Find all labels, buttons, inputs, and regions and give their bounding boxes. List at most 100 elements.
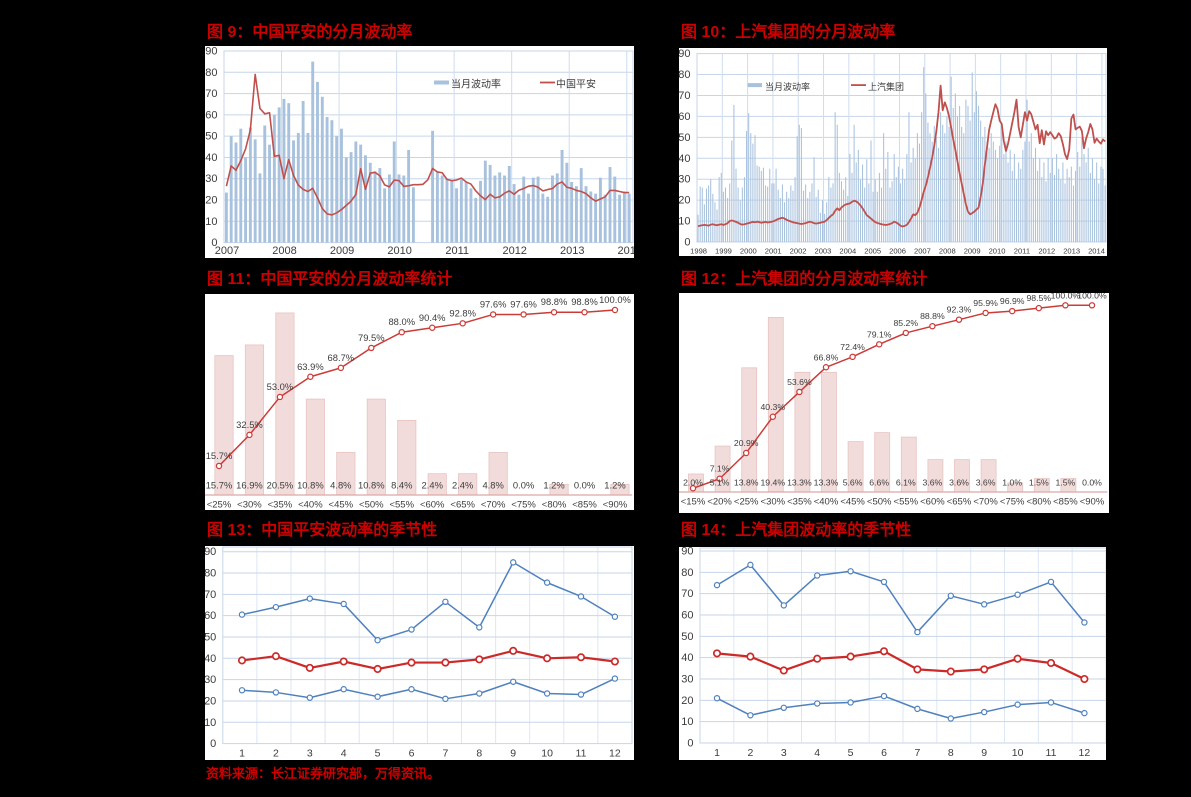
svg-text:2000: 2000: [740, 247, 757, 256]
svg-text:2010: 2010: [989, 247, 1006, 256]
svg-text:6: 6: [881, 747, 887, 759]
svg-text:<20%: <20%: [707, 497, 732, 508]
svg-text:98.8%: 98.8%: [571, 296, 598, 307]
svg-text:0.0%: 0.0%: [1082, 478, 1102, 488]
svg-text:98.5%: 98.5%: [1026, 293, 1051, 303]
svg-text:<70%: <70%: [481, 500, 506, 511]
svg-text:2005: 2005: [864, 247, 881, 256]
svg-text:6.6%: 6.6%: [869, 478, 889, 488]
svg-text:72.4%: 72.4%: [840, 342, 865, 352]
svg-text:2014: 2014: [618, 245, 634, 257]
svg-text:90: 90: [205, 546, 216, 558]
svg-text:40: 40: [205, 653, 216, 665]
svg-text:0: 0: [684, 237, 690, 249]
svg-text:3.6%: 3.6%: [976, 478, 996, 488]
svg-text:20: 20: [205, 195, 217, 207]
svg-text:97.6%: 97.6%: [480, 298, 507, 309]
svg-text:2.4%: 2.4%: [452, 480, 473, 491]
svg-text:10: 10: [1012, 747, 1024, 759]
svg-text:20: 20: [681, 695, 693, 707]
svg-text:<90%: <90%: [603, 500, 628, 511]
svg-text:60: 60: [681, 610, 693, 622]
svg-text:15.7%: 15.7%: [206, 480, 233, 491]
svg-text:80: 80: [681, 567, 693, 579]
svg-text:<65%: <65%: [947, 497, 972, 508]
svg-text:10: 10: [205, 216, 217, 228]
svg-text:20: 20: [205, 695, 216, 707]
svg-text:0.0%: 0.0%: [574, 480, 595, 491]
svg-text:90: 90: [681, 547, 693, 558]
svg-text:1: 1: [714, 747, 720, 759]
svg-text:5: 5: [375, 748, 381, 760]
svg-text:5.1%: 5.1%: [710, 478, 730, 488]
svg-text:32.5%: 32.5%: [236, 419, 263, 430]
svg-text:11: 11: [576, 748, 587, 760]
svg-text:2001: 2001: [765, 247, 782, 256]
svg-text:3: 3: [781, 747, 787, 759]
svg-text:40: 40: [205, 152, 217, 164]
svg-text:10.8%: 10.8%: [297, 480, 324, 491]
svg-text:2: 2: [273, 748, 279, 760]
svg-text:97.6%: 97.6%: [510, 298, 537, 309]
svg-text:90.4%: 90.4%: [419, 312, 446, 323]
svg-text:中国平安: 中国平安: [556, 78, 596, 91]
svg-text:10: 10: [541, 748, 553, 760]
svg-text:<75%: <75%: [511, 500, 536, 511]
svg-text:<65%: <65%: [450, 500, 475, 511]
svg-text:2.0%: 2.0%: [683, 478, 703, 488]
svg-text:<35%: <35%: [268, 500, 293, 511]
svg-text:<60%: <60%: [420, 500, 445, 511]
svg-text:79.1%: 79.1%: [867, 329, 892, 339]
svg-text:20: 20: [679, 195, 691, 207]
svg-text:50: 50: [681, 631, 693, 643]
svg-text:80: 80: [205, 568, 216, 580]
svg-text:40.3%: 40.3%: [760, 402, 785, 412]
svg-text:<80%: <80%: [1027, 497, 1052, 508]
svg-text:3.6%: 3.6%: [922, 478, 942, 488]
svg-text:70: 70: [681, 588, 693, 600]
svg-text:4.8%: 4.8%: [482, 480, 503, 491]
svg-text:1998: 1998: [690, 247, 707, 256]
svg-text:13.3%: 13.3%: [787, 478, 812, 488]
svg-text:1.5%: 1.5%: [1029, 478, 1049, 488]
svg-text:7.1%: 7.1%: [710, 464, 730, 474]
svg-text:40: 40: [679, 153, 691, 165]
svg-text:2009: 2009: [964, 247, 981, 256]
svg-text:<40%: <40%: [298, 500, 323, 511]
svg-text:11: 11: [1046, 747, 1057, 759]
svg-text:当月波动率: 当月波动率: [765, 81, 810, 92]
svg-text:2008: 2008: [272, 245, 296, 257]
svg-text:1.0%: 1.0%: [1002, 478, 1022, 488]
svg-text:13.8%: 13.8%: [734, 478, 759, 488]
svg-text:30: 30: [681, 674, 693, 686]
svg-text:7: 7: [442, 748, 448, 760]
svg-text:13.3%: 13.3%: [814, 478, 839, 488]
svg-text:20.5%: 20.5%: [267, 480, 294, 491]
svg-text:8: 8: [948, 747, 954, 759]
svg-text:当月波动率: 当月波动率: [451, 78, 501, 91]
svg-text:<30%: <30%: [237, 500, 262, 511]
svg-text:<80%: <80%: [542, 500, 567, 511]
svg-text:0.0%: 0.0%: [513, 480, 534, 491]
svg-text:2012: 2012: [1038, 247, 1055, 256]
svg-text:<85%: <85%: [572, 500, 597, 511]
svg-text:90: 90: [679, 48, 691, 60]
svg-text:上汽集团: 上汽集团: [868, 81, 904, 92]
svg-text:12: 12: [609, 748, 621, 760]
svg-text:20.9%: 20.9%: [734, 438, 759, 448]
svg-text:30: 30: [679, 174, 691, 186]
svg-text:60: 60: [205, 610, 216, 622]
svg-text:6.1%: 6.1%: [896, 478, 916, 488]
svg-text:63.9%: 63.9%: [297, 361, 324, 372]
svg-text:100.0%: 100.0%: [1077, 293, 1107, 300]
svg-text:8: 8: [476, 748, 482, 760]
svg-text:<50%: <50%: [867, 497, 892, 508]
svg-text:<55%: <55%: [389, 500, 414, 511]
svg-text:<35%: <35%: [787, 497, 812, 508]
svg-text:<45%: <45%: [840, 497, 865, 508]
svg-text:50: 50: [679, 132, 691, 144]
svg-text:53.6%: 53.6%: [787, 377, 812, 387]
svg-text:100.0%: 100.0%: [1051, 293, 1081, 300]
svg-text:<55%: <55%: [894, 497, 919, 508]
svg-text:2012: 2012: [502, 245, 526, 257]
